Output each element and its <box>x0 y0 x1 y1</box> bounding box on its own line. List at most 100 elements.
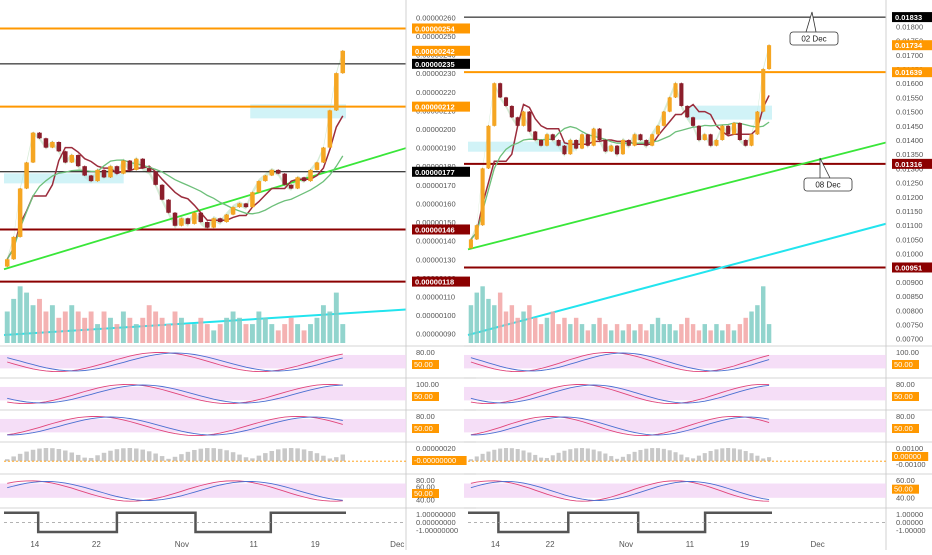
oscillator-line-d <box>470 481 770 501</box>
volume-bar <box>620 330 626 343</box>
macd-histogram-bar <box>714 449 719 462</box>
macd-histogram-bar <box>480 453 485 462</box>
volume-bar <box>185 324 191 343</box>
volume-bar <box>696 330 702 343</box>
price-level-tag <box>892 40 932 51</box>
candle <box>486 125 491 169</box>
candle <box>211 218 216 228</box>
macd-histogram-bar <box>726 448 731 462</box>
callout-box <box>803 177 853 192</box>
macd-histogram-bar <box>101 452 107 462</box>
price-level-label: 0.01734 <box>895 41 923 50</box>
candle <box>275 169 281 174</box>
macd-histogram-bar <box>43 448 49 462</box>
macd-histogram-bar <box>685 457 690 462</box>
candle <box>509 105 514 118</box>
volume-bar <box>603 324 608 343</box>
candle <box>521 111 526 126</box>
macd-histogram-bar <box>288 448 294 462</box>
macd-histogram-bar <box>230 452 236 462</box>
volume-bar <box>43 311 49 343</box>
macd-histogram-bar <box>17 453 23 462</box>
oscillator-axis-label: 80.00 <box>416 412 435 421</box>
volume-bar <box>638 324 643 343</box>
candle <box>539 140 544 146</box>
oscillator-axis-label: 80.00 <box>896 412 915 421</box>
oscillator-axis-label: 100.00 <box>896 348 919 357</box>
candle <box>43 138 49 148</box>
price-tick-label: 0.01550 <box>896 93 923 102</box>
macd-histogram-bar <box>224 450 229 462</box>
price-tick-label: 0.01600 <box>896 79 923 88</box>
volume-bar <box>550 311 555 343</box>
candle <box>515 117 520 126</box>
macd-histogram-bar <box>585 448 590 462</box>
macd-histogram-bar <box>37 448 42 462</box>
candle <box>650 134 655 146</box>
price-tick-label: 0.00000250 <box>416 32 456 41</box>
candle <box>308 169 313 182</box>
volume-bar <box>591 324 596 343</box>
candle <box>731 122 737 135</box>
candle <box>655 125 661 135</box>
candle <box>134 158 139 170</box>
volume-bar <box>140 317 146 343</box>
candle <box>615 145 620 155</box>
volume-bar <box>626 324 631 343</box>
volume-bar <box>153 311 159 343</box>
candle <box>480 168 485 226</box>
oscillator-axis-label: -1.00000000 <box>416 526 458 535</box>
oscillator-value-label: 0.00000 <box>894 452 921 461</box>
candle <box>696 125 701 141</box>
macd-histogram-bar <box>114 449 120 462</box>
volume-bar <box>573 317 579 343</box>
volume-bar <box>737 324 743 343</box>
candle <box>237 203 242 208</box>
macd-histogram-bar <box>509 448 514 462</box>
macd-histogram-bar <box>217 448 223 462</box>
candle <box>37 132 42 139</box>
price-level-label: 0.00000235 <box>415 60 455 69</box>
volume-bar <box>556 324 561 343</box>
oscillator-line-k <box>7 351 343 373</box>
volume-bar <box>108 317 113 343</box>
macd-histogram-bar <box>603 453 608 462</box>
price-tick-label: 0.00900 <box>896 278 923 287</box>
macd-histogram-bar <box>550 455 555 462</box>
oscillator-value-label: 50.00 <box>894 392 913 401</box>
macd-histogram-bar <box>269 450 275 462</box>
price-level-label: 0.00000118 <box>415 278 454 287</box>
oscillator-line-d <box>470 416 770 436</box>
macd-histogram-bar <box>340 454 346 462</box>
left-chart-panel[interactable]: 0.000002600.000002500.000002400.00000230… <box>0 0 476 550</box>
candle <box>114 166 120 174</box>
price-tick-label: 0.00000150 <box>416 218 456 227</box>
candle <box>17 188 23 237</box>
price-level-tag <box>412 58 470 69</box>
price-tick-label: 0.01000 <box>896 250 923 259</box>
macd-histogram-bar <box>4 459 10 462</box>
candle <box>198 212 204 223</box>
macd-histogram-bar <box>521 450 526 462</box>
price-tick-label: 0.00000170 <box>416 181 456 190</box>
right-chart-panel[interactable]: 0.018000.017500.017000.016500.016000.015… <box>464 0 932 550</box>
price-level-tag <box>412 23 470 34</box>
volume-bar <box>17 286 23 343</box>
price-tick-label: 0.00000130 <box>416 255 456 264</box>
macd-histogram-bar <box>679 454 684 462</box>
candle <box>230 207 236 215</box>
volume-bar <box>24 292 30 343</box>
candle <box>108 166 113 178</box>
oscillator-value-tag <box>412 424 439 433</box>
price-level-label: 0.00000254 <box>415 24 455 33</box>
macd-histogram-bar <box>308 451 313 462</box>
macd-histogram-bar <box>498 448 503 462</box>
volume-bar <box>243 324 249 343</box>
oscillator-value-tag <box>412 392 439 401</box>
volume-bar <box>120 311 126 343</box>
macd-histogram-bar <box>767 457 772 462</box>
candle <box>217 218 223 223</box>
candle <box>301 177 307 182</box>
price-tick-label: 0.01250 <box>896 179 923 188</box>
x-tick-label: 14 <box>491 540 500 549</box>
